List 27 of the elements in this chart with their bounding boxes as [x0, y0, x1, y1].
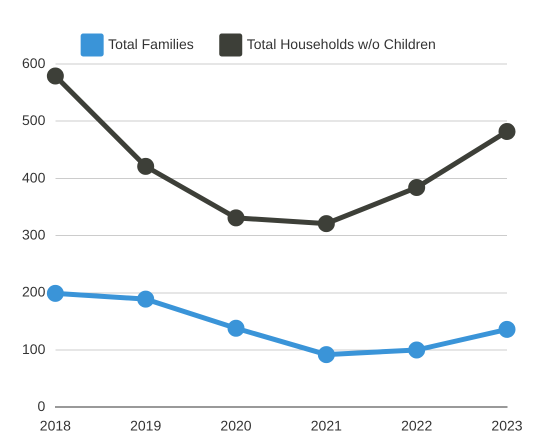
point: [46, 284, 64, 302]
x-tick-label: 2022: [401, 417, 432, 434]
legend-label: Total Households w/o Children: [246, 36, 436, 52]
y-tick-label: 200: [22, 284, 46, 300]
point: [137, 158, 154, 175]
y-tick-label: 600: [22, 54, 46, 71]
x-tick-label: 2020: [220, 417, 252, 434]
point: [228, 320, 245, 337]
x-tick-label: 2023: [491, 417, 523, 434]
y-tick-label: 500: [22, 112, 46, 128]
point: [228, 209, 245, 226]
y-tick-label: 100: [22, 340, 46, 357]
legend-label: Total Families: [108, 36, 194, 52]
x-tick-label: 2019: [130, 417, 162, 434]
y-tick-label: 0: [38, 398, 46, 414]
point: [408, 179, 426, 196]
point: [318, 346, 335, 364]
y-tick-label: 300: [22, 226, 46, 242]
x-tick-label: 2021: [310, 417, 342, 434]
point: [137, 290, 154, 308]
y-tick-label: 400: [22, 169, 46, 186]
point: [408, 342, 426, 358]
x-tick-label: 2018: [40, 417, 72, 434]
point: [46, 68, 64, 85]
point: [498, 320, 516, 338]
point: [498, 122, 516, 140]
point: [318, 215, 335, 232]
